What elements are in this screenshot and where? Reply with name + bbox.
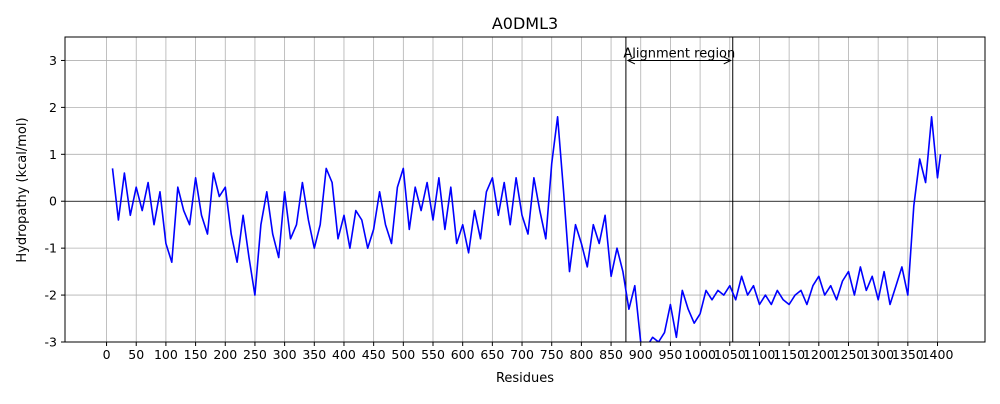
hydropathy-series-line: [111, 116, 942, 342]
x-tick-label: 550: [421, 347, 445, 362]
x-tick-label: 50: [128, 347, 144, 362]
x-tick-label: 100: [154, 347, 178, 362]
x-tick-label: 900: [629, 347, 653, 362]
x-tick-label: 1100: [744, 347, 776, 362]
x-tick-label: 1050: [714, 347, 746, 362]
x-axis-label: Residues: [496, 371, 554, 386]
x-tick-label: 1000: [684, 347, 716, 362]
x-tick-label: 0: [103, 347, 111, 362]
x-tick-label: 850: [599, 347, 623, 362]
chart-title: A0DML3: [492, 14, 558, 33]
plot-frame: [64, 36, 986, 343]
x-tick-label: 200: [213, 347, 237, 362]
x-tick-label: 650: [480, 347, 504, 362]
y-tick-label: -2: [45, 288, 57, 303]
alignment-arrowhead-right: [723, 56, 732, 65]
x-tick-label: 1300: [862, 347, 894, 362]
x-tick-label: 600: [451, 347, 475, 362]
x-tick-label: 750: [540, 347, 564, 362]
y-tick-label: 2: [49, 100, 57, 115]
y-tick-label: 3: [49, 53, 57, 68]
x-tick-label: 350: [302, 347, 326, 362]
x-tick-label: 1200: [803, 347, 835, 362]
alignment-region-label: Alignment region: [623, 46, 735, 61]
alignment-arrowhead-left: [626, 56, 636, 65]
x-tick-label: 800: [569, 347, 593, 362]
y-axis-label: Hydropathy (kcal/mol): [15, 117, 30, 262]
x-tick-label: 400: [332, 347, 356, 362]
y-tick-label: 1: [49, 147, 57, 162]
x-tick-label: 700: [510, 347, 534, 362]
x-tick-label: 1250: [833, 347, 865, 362]
x-tick-label: 950: [658, 347, 682, 362]
plot-area: Alignment region 0 50 100 150 200 250 300 350 400…: [45, 36, 986, 362]
x-tick-label: 1400: [922, 347, 954, 362]
x-tick-label: 150: [184, 347, 208, 362]
y-tick-label: 0: [49, 194, 57, 209]
y-tick-label: -3: [45, 335, 57, 350]
x-tick-label: 250: [243, 347, 267, 362]
x-tick-label: 300: [273, 347, 297, 362]
y-tick-label: -1: [45, 241, 57, 256]
x-tick-label: 1350: [892, 347, 924, 362]
x-tick-label: 500: [391, 347, 415, 362]
x-tick-label: 1150: [773, 347, 805, 362]
x-tick-label: 450: [362, 347, 386, 362]
